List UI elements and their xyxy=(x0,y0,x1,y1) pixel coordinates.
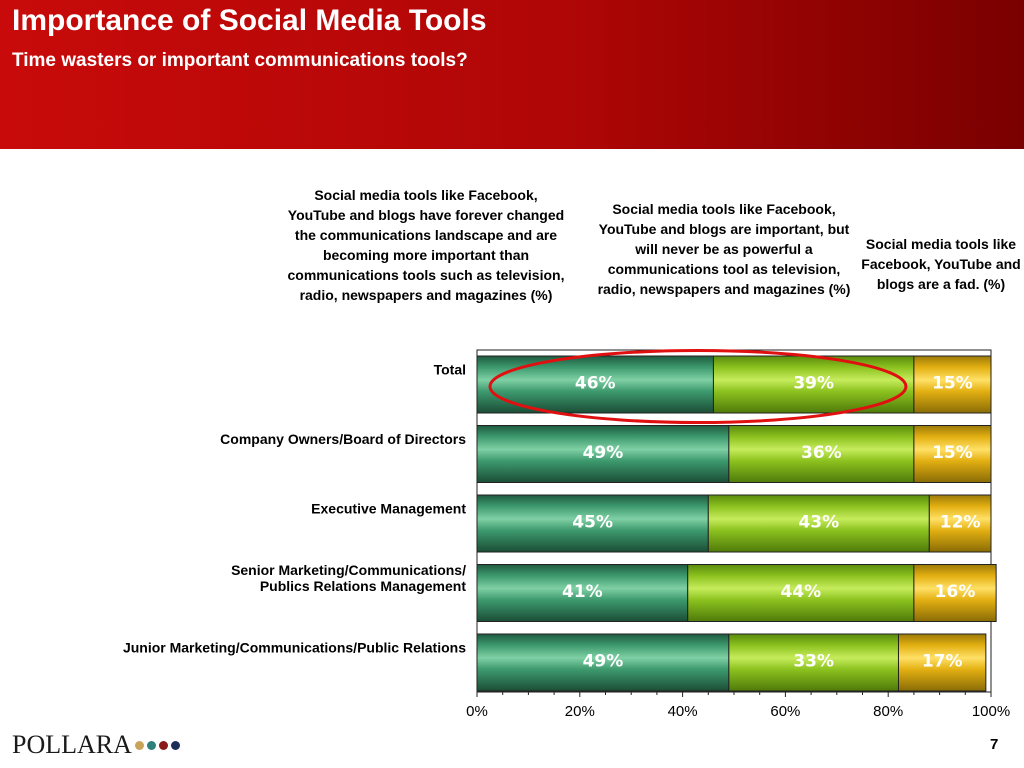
category-label: Junior Marketing/Communications/Public R… xyxy=(123,639,466,655)
data-label: 39% xyxy=(793,374,834,394)
data-label: 44% xyxy=(780,582,821,602)
column-header-fad: Social media tools like Facebook, YouTub… xyxy=(861,236,1021,292)
page-number: 7 xyxy=(990,736,999,753)
bar-segment xyxy=(476,494,709,553)
x-tick-label: 0% xyxy=(466,703,488,720)
page-title: Importance of Social Media Tools xyxy=(12,4,487,37)
data-label: 46% xyxy=(575,374,616,394)
bar-segment xyxy=(687,564,915,622)
bar-segment xyxy=(897,633,987,692)
x-tick-label: 40% xyxy=(668,703,698,720)
bar-segment xyxy=(913,355,992,414)
data-label: 17% xyxy=(922,652,963,672)
bar-segment xyxy=(913,425,992,483)
column-header-forever-changed: Social media tools like Facebook, YouTub… xyxy=(287,187,565,303)
data-label: 45% xyxy=(572,513,613,533)
data-label: 49% xyxy=(583,652,624,672)
logo-dot-icon xyxy=(146,740,156,750)
column-header-important-not-powerful: Social media tools like Facebook, YouTub… xyxy=(597,201,851,297)
data-label: 43% xyxy=(798,513,839,533)
pollara-logo: POLLARA xyxy=(12,730,180,760)
bar-segment xyxy=(913,564,997,622)
data-label: 16% xyxy=(935,582,976,602)
x-tick-label: 20% xyxy=(565,703,595,720)
header-banner: Importance of Social Media Tools Time wa… xyxy=(0,0,1024,149)
data-label: 41% xyxy=(562,582,603,602)
bar-segment xyxy=(707,494,930,553)
stacked-bar-chart: 46% 39% 15% Total 49% 36% 15% Company Owners/Bo… xyxy=(123,349,1010,720)
category-label: Company Owners/Board of Directors xyxy=(220,431,466,447)
logo-dot-icon xyxy=(170,740,180,750)
data-label: 33% xyxy=(793,652,834,672)
bar-segment xyxy=(728,633,899,692)
category-label: Senior Marketing/Communications/Publics … xyxy=(231,562,466,594)
bar-segment xyxy=(476,633,730,692)
logo-dot-icon xyxy=(134,740,144,750)
data-label: 12% xyxy=(940,513,981,533)
x-tick-label: 80% xyxy=(873,703,903,720)
bar-segment xyxy=(928,494,992,553)
page-subtitle: Time wasters or important communications… xyxy=(12,50,468,71)
data-label: 49% xyxy=(583,443,624,463)
logo-wordmark: POLLARA xyxy=(12,730,132,759)
bar-segment xyxy=(476,425,730,483)
category-label: Executive Management xyxy=(311,500,466,516)
data-label: 15% xyxy=(932,374,973,394)
bar-segment xyxy=(728,425,915,483)
highlight-ellipse xyxy=(488,349,908,424)
data-label: 36% xyxy=(801,443,842,463)
x-tick-label: 100% xyxy=(972,703,1010,720)
x-tick-label: 60% xyxy=(770,703,800,720)
bar-segment xyxy=(476,564,689,622)
logo-dot-icon xyxy=(158,740,168,750)
data-label: 15% xyxy=(932,443,973,463)
category-label: Total xyxy=(434,361,466,377)
